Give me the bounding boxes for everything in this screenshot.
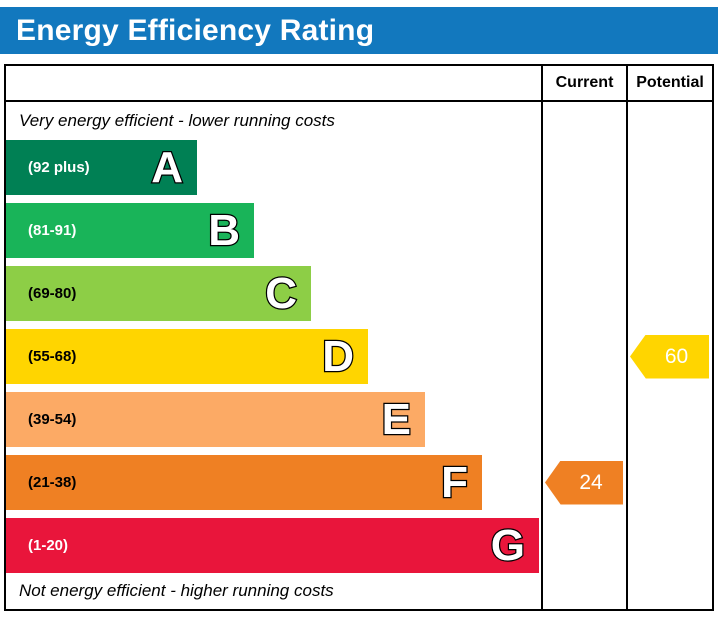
band-range-label: (1-20) bbox=[28, 537, 69, 554]
band-bar-g: (1-20) G bbox=[6, 518, 539, 573]
band-letter: G bbox=[490, 520, 527, 570]
band-bar-f: (21-38) F bbox=[6, 455, 482, 510]
current-rating-arrow: 24 bbox=[545, 460, 623, 505]
band-bar-d: (55-68) D bbox=[6, 329, 368, 384]
title-bar: Energy Efficiency Rating bbox=[0, 7, 718, 54]
band-letter: D bbox=[321, 331, 355, 381]
header-spacer bbox=[6, 66, 541, 102]
bands-area: Very energy efficient - lower running co… bbox=[6, 102, 541, 609]
band-range-label: (55-68) bbox=[28, 348, 77, 365]
band-letter: F bbox=[440, 457, 469, 507]
band-letter: C bbox=[264, 268, 298, 318]
band-letter: A bbox=[150, 142, 184, 192]
band-range-label: (39-54) bbox=[28, 411, 77, 428]
bottom-note: Not energy efficient - higher running co… bbox=[19, 581, 334, 600]
band-letter: B bbox=[207, 205, 241, 255]
band-range-label: (81-91) bbox=[28, 222, 77, 239]
current-rating-value: 24 bbox=[579, 470, 603, 494]
band-range-label: (21-38) bbox=[28, 474, 77, 491]
potential-rating-arrow: 60 bbox=[630, 334, 709, 379]
current-column-header: Current bbox=[541, 66, 626, 102]
potential-column: 60 bbox=[626, 102, 712, 609]
current-column: 24 bbox=[541, 102, 626, 609]
band-bar-b: (81-91) B bbox=[6, 203, 254, 258]
band-bar-c: (69-80) C bbox=[6, 266, 311, 321]
band-letter: E bbox=[380, 394, 412, 444]
potential-rating-value: 60 bbox=[664, 344, 689, 368]
band-list: (92 plus) A (81-91) B (69-80) C (55-68) … bbox=[6, 140, 541, 573]
band-range-label: (92 plus) bbox=[28, 159, 90, 176]
potential-column-header: Potential bbox=[626, 66, 712, 102]
band-bar-a: (92 plus) A bbox=[6, 140, 197, 195]
page-title: Energy Efficiency Rating bbox=[16, 13, 375, 47]
band-range-label: (69-80) bbox=[28, 285, 77, 302]
top-note: Very energy efficient - lower running co… bbox=[19, 111, 335, 130]
band-bar-e: (39-54) E bbox=[6, 392, 425, 447]
epc-chart: Current Potential Very energy efficient … bbox=[4, 64, 714, 611]
